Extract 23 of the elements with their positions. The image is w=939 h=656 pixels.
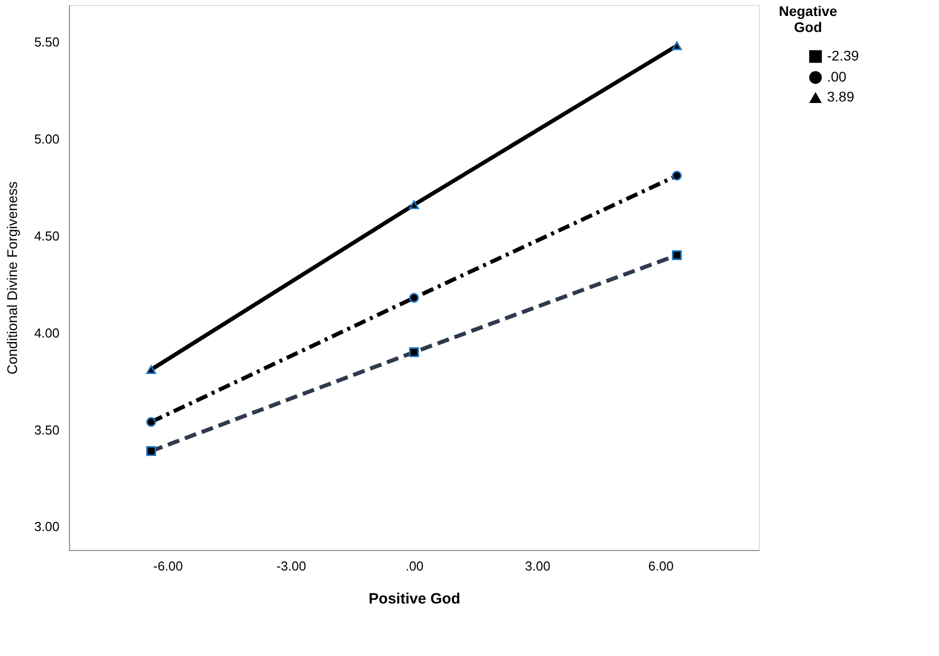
- point: [672, 41, 682, 50]
- x-tick-label: 6.00: [648, 558, 674, 574]
- legend-title: Negative God: [778, 3, 838, 35]
- point: [146, 365, 156, 374]
- x-tick-label: -3.00: [276, 558, 306, 574]
- point: [672, 170, 682, 181]
- y-tick-label: 4.50: [34, 228, 60, 244]
- y-tick-label: 5.50: [34, 34, 60, 50]
- legend-label: .00: [827, 68, 847, 84]
- point: [409, 200, 419, 210]
- y-tick-label: 3.50: [34, 422, 60, 438]
- x-tick-label: 3.00: [525, 558, 550, 574]
- point: [146, 417, 156, 427]
- legend-label: -2.39: [827, 48, 860, 64]
- point: [409, 292, 419, 303]
- x-tick-label: .00: [405, 558, 424, 574]
- legend-label: 3.89: [827, 88, 854, 104]
- x-axis-title: Positive God: [368, 590, 460, 608]
- y-tick-label: 4.00: [34, 325, 60, 340]
- y-tick-label: 3.00: [34, 519, 60, 534]
- y-tick-label: 5.00: [34, 131, 60, 146]
- x-tick-label: -6.00: [153, 558, 183, 574]
- y-axis-title: Conditional Divine Forgiveness: [4, 182, 20, 374]
